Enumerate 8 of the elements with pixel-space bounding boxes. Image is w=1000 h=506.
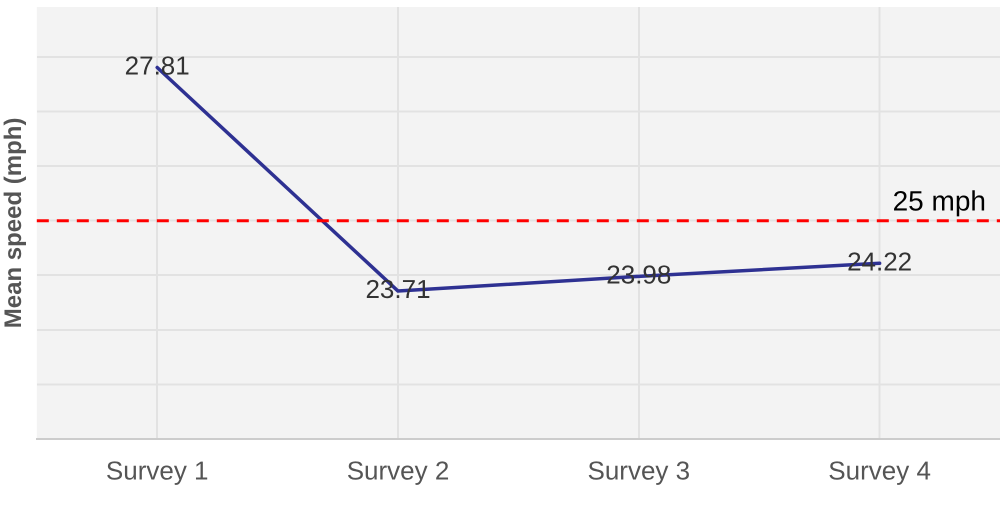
ref-line-label: 25 mph [892, 185, 986, 216]
x-tick-label: Survey 3 [587, 456, 690, 486]
x-tick-label: Survey 1 [106, 456, 209, 486]
x-tick-label: Survey 4 [828, 456, 931, 486]
data-label: 27.81 [124, 50, 190, 81]
x-tick-label: Survey 2 [346, 456, 450, 486]
data-label: 24.22 [847, 246, 912, 276]
y-axis-title: Mean speed (mph) [0, 118, 28, 328]
